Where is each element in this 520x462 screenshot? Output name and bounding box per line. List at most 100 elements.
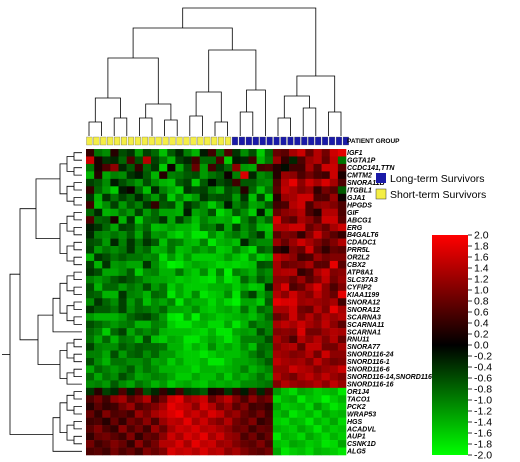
heatmap-cell xyxy=(313,223,322,232)
heatmap-cell xyxy=(134,246,144,254)
heatmap-cell xyxy=(337,186,347,195)
dendrogram-branch xyxy=(73,368,82,377)
heatmap-cell xyxy=(305,320,314,329)
heatmap-cell xyxy=(216,432,225,441)
heatmap-cell xyxy=(272,298,282,307)
heatmap-cell xyxy=(167,186,176,195)
heatmap-cell xyxy=(134,290,144,299)
heatmap-cell xyxy=(248,149,257,157)
dendrogram-branch xyxy=(35,178,60,239)
heatmap-cell xyxy=(159,171,168,180)
heatmap-cell xyxy=(256,320,266,329)
heatmap-cell xyxy=(175,163,184,172)
heatmap-cell xyxy=(191,223,201,232)
heatmap-cell xyxy=(272,432,282,441)
heatmap-cell xyxy=(94,149,103,157)
heatmap-cell xyxy=(118,163,127,172)
heatmap-cell xyxy=(305,343,314,351)
heatmap-cell xyxy=(297,387,306,396)
heatmap-cell xyxy=(191,201,201,209)
heatmap-cell xyxy=(175,335,184,344)
heatmap-cell xyxy=(329,268,339,277)
group-cell xyxy=(190,136,197,146)
heatmap-cell xyxy=(159,208,168,217)
heatmap-cell xyxy=(232,372,241,381)
heatmap-cell xyxy=(118,447,127,456)
dendrogram-branch xyxy=(73,286,82,295)
heatmap-cell xyxy=(281,380,290,389)
heatmap-cell xyxy=(110,193,119,202)
heatmap-cell xyxy=(118,440,127,448)
heatmap-cell xyxy=(224,417,233,426)
heatmap-cell xyxy=(94,171,103,180)
heatmap-cell xyxy=(151,335,160,344)
heatmap-cell xyxy=(321,275,331,284)
heatmap-cell xyxy=(281,275,290,284)
heatmap-cell xyxy=(329,395,339,404)
heatmap-cell xyxy=(321,328,331,336)
gene-label: ATP8A1 xyxy=(346,270,373,277)
heatmap-cell xyxy=(118,432,127,441)
heatmap-cell xyxy=(256,417,266,426)
heatmap-cell xyxy=(240,171,249,180)
dendrogram-branch xyxy=(66,156,74,172)
heatmap-cell xyxy=(264,298,274,307)
heatmap-cell xyxy=(248,231,257,239)
heatmap-cell xyxy=(329,328,339,336)
heatmap-cell xyxy=(191,283,201,292)
dendrogram-branch xyxy=(66,394,74,411)
heatmap-cell xyxy=(86,283,95,292)
heatmap-cell xyxy=(329,320,339,329)
heatmap-cell xyxy=(199,290,209,299)
heatmap-cell xyxy=(321,357,331,366)
heatmap-cell xyxy=(321,447,331,456)
group-cell xyxy=(134,136,141,146)
dendrogram-branch xyxy=(283,95,310,118)
heatmap-cell xyxy=(289,440,298,448)
heatmap-cell xyxy=(337,246,347,254)
heatmap-cell xyxy=(199,328,209,336)
heatmap-cell xyxy=(248,372,257,381)
heatmap-cell xyxy=(207,298,217,307)
heatmap-cell xyxy=(216,402,225,411)
dendrogram-branch xyxy=(19,208,38,341)
heatmap-cell xyxy=(199,402,209,411)
heatmap-cell xyxy=(248,268,257,277)
heatmap-cell xyxy=(142,216,152,224)
heatmap-cell xyxy=(191,335,201,344)
heatmap-cell xyxy=(248,216,257,224)
heatmap-cell xyxy=(207,343,217,351)
heatmap-cell xyxy=(102,186,111,195)
heatmap-cell xyxy=(240,290,249,299)
heatmap-cell xyxy=(224,395,233,404)
heatmap-cell xyxy=(110,350,119,359)
heatmap-cell xyxy=(159,231,168,239)
heatmap-cell xyxy=(337,440,347,448)
heatmap-cell xyxy=(199,201,209,209)
heatmap-cell xyxy=(256,313,266,321)
colorbar-tick-label: 1.2 xyxy=(474,274,489,286)
heatmap-cell xyxy=(256,223,266,232)
heatmap-cell xyxy=(151,350,160,359)
heatmap-cell xyxy=(264,290,274,299)
heatmap-cell xyxy=(272,343,282,351)
heatmap-cell xyxy=(94,238,103,247)
gene-label: GGTA1P xyxy=(347,158,376,165)
heatmap-cell xyxy=(94,305,103,314)
heatmap-cell xyxy=(191,372,201,381)
heatmap-cell xyxy=(321,216,331,224)
heatmap-cell xyxy=(102,208,111,217)
heatmap-cell xyxy=(289,365,298,374)
heatmap-cell xyxy=(110,178,119,187)
heatmap-cell xyxy=(321,313,331,321)
heatmap-cell xyxy=(289,163,298,172)
heatmap-cell xyxy=(159,298,168,307)
heatmap-cell xyxy=(240,395,249,404)
heatmap-cell xyxy=(240,178,249,187)
heatmap-cell xyxy=(305,260,314,269)
heatmap-cell xyxy=(94,328,103,336)
colorbar-tick-label: 1.8 xyxy=(474,241,489,253)
heatmap-cell xyxy=(175,216,184,224)
heatmap-cell xyxy=(248,432,257,441)
heatmap-cell xyxy=(289,350,298,359)
